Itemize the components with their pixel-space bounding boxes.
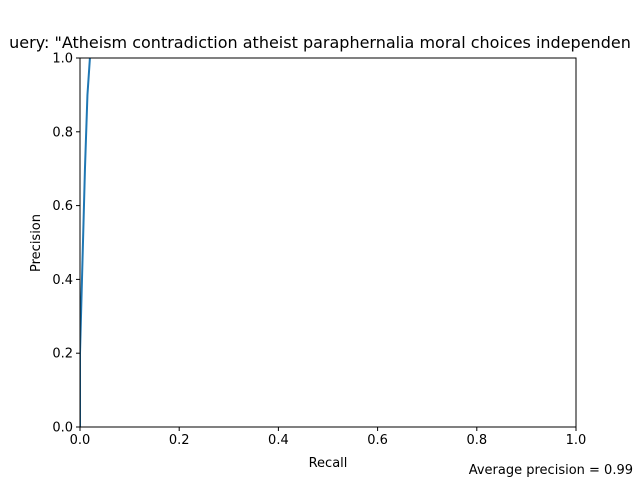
y-axis-title: Precision [29,214,44,272]
x-axis-title: Recall [309,456,348,471]
y-tick-label: 0.4 [52,273,73,288]
plot-area: 0.0 0.2 0.4 0.6 0.8 1.0 0.0 0.2 0.4 0.6 0.8 1.0 [52,52,586,449]
x-tick-label: 0.2 [169,433,190,448]
x-tick-label: 0.8 [466,433,487,448]
y-tick-label: 0.0 [52,421,73,436]
x-tick-label: 1.0 [566,433,587,448]
series-line-0 [80,58,91,427]
average-precision-note: Average precision = 0.99 [469,463,633,478]
axes-frame [79,57,577,428]
y-tick-label: 1.0 [52,52,73,67]
chart-title: uery: "Atheism contradiction atheist par… [9,33,631,52]
y-tick-label: 0.8 [52,125,73,140]
x-tick-label: 0.6 [367,433,388,448]
x-tick-label: 0.4 [268,433,289,448]
y-tick-label: 0.2 [52,347,73,362]
y-tick-label: 0.6 [52,199,73,214]
x-tick-label: 0.0 [70,433,91,448]
